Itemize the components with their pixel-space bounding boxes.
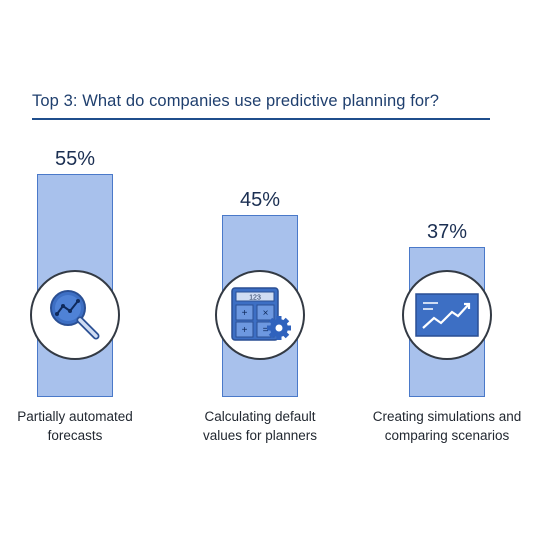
category-label-line: values for planners (202, 428, 318, 443)
icon-circle (30, 270, 120, 360)
icon-circle (402, 270, 492, 360)
svg-text:+: + (242, 325, 248, 336)
title-underline (32, 118, 490, 120)
svg-text:=: = (263, 325, 269, 336)
bar-value-label: 37% (426, 220, 468, 243)
svg-text:+: + (242, 308, 248, 319)
category-label-line: Partially automated (17, 409, 133, 424)
category-label-line: Calculating default (204, 409, 316, 424)
category-label-line: forecasts (47, 428, 103, 443)
icon-circle: 123 + × + = (215, 270, 305, 360)
svg-text:123: 123 (249, 295, 261, 302)
magnifier-chart-icon (50, 290, 100, 340)
category-label: Calculating default values for planners (180, 407, 340, 445)
chart-title: Top 3: What do companies use predictive … (32, 92, 440, 110)
svg-text:×: × (263, 308, 269, 319)
bar-value-label: 45% (239, 188, 281, 211)
growth-chart-icon (415, 293, 479, 337)
category-label: Creating simulations and comparing scena… (367, 407, 527, 445)
bar-value-label: 55% (54, 148, 96, 170)
calculator-gear-icon: 123 + × + = (231, 287, 291, 341)
category-label: Partially automated forecasts (0, 407, 155, 445)
category-label-line: comparing scenarios (384, 428, 510, 443)
category-label-line: Creating simulations and (372, 409, 522, 424)
